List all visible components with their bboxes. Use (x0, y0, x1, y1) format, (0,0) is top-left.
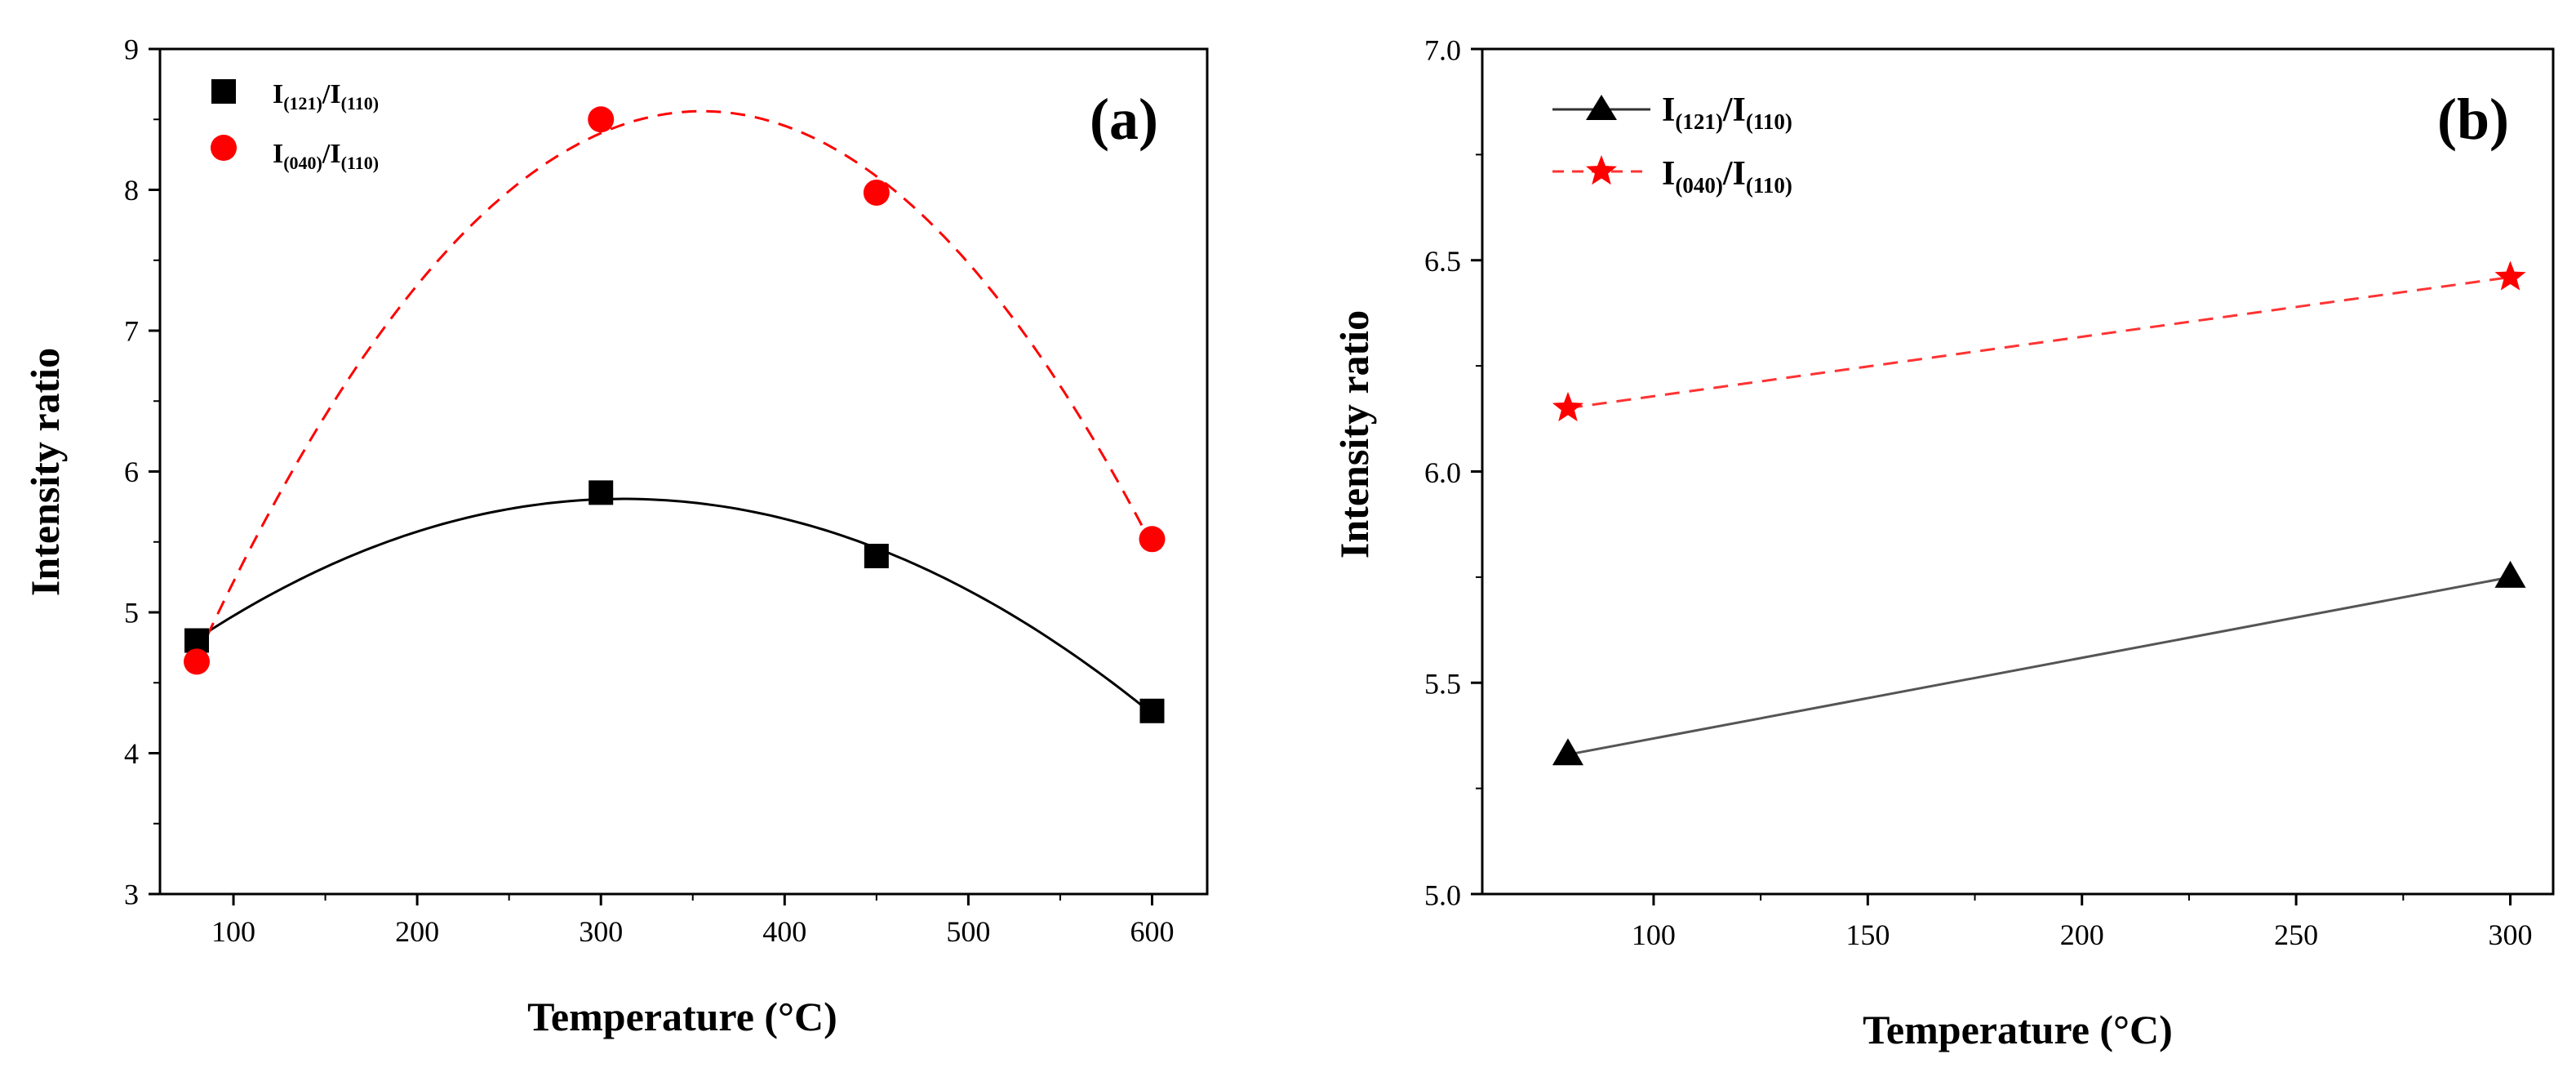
y-tick-label-a-5: 8 (124, 174, 139, 207)
y-tick-label-a-2: 5 (124, 597, 139, 629)
y-tick-label-a-6: 9 (124, 33, 139, 66)
plot-frame-a (158, 47, 1209, 896)
data-point-a-i-040-i-110-600 (1139, 526, 1166, 553)
panel-label-b: (b) (2437, 87, 2509, 152)
data-point-a-i-040-i-110-300 (588, 106, 615, 133)
x-tick-label-b-200: 200 (2060, 919, 2104, 951)
plot-frame-b (1481, 47, 2555, 896)
y-tick-label-a-3: 6 (124, 456, 139, 488)
fit-lines-a (195, 109, 1153, 715)
legend-label-a-040: I(040)/I(110) (273, 139, 379, 173)
y-tick-label-b-3: 6.5 (1424, 245, 1461, 278)
legend-label-b-040: I(040)/I(110) (1662, 155, 1792, 198)
series-line-a-i-040-i-110 (195, 109, 1153, 660)
legend-marker-star (1586, 155, 1617, 185)
legend-marker-circle (211, 135, 237, 161)
markers-b (1552, 260, 2526, 766)
ticks-a: 100 200 300 400 500 600 3 4 5 6 7 8 9 (124, 33, 1174, 948)
legend-b: I(121)/I(110) I(040)/I(110) (1552, 91, 1792, 198)
data-point-b-i-040-i-110-80 (1552, 391, 1583, 422)
legend-marker-triangle (1586, 95, 1617, 120)
data-point-a-i-040-i-110-450 (863, 179, 890, 206)
data-point-b-i-040-i-110-300 (2494, 260, 2526, 291)
series-line-b-i-121-i-110 (1567, 576, 2511, 756)
y-tick-label-a-1: 4 (124, 737, 139, 770)
x-tick-label-a-400: 400 (762, 915, 806, 948)
markers-a (184, 106, 1166, 723)
y-axis-title-b: Intensity ratio (1331, 310, 1377, 558)
x-tick-label-b-150: 150 (1845, 919, 1890, 951)
x-tick-label-a-100: 100 (211, 915, 255, 948)
series-line-b-i-040-i-110 (1567, 276, 2511, 410)
y-axis-title-a: Intensity ratio (22, 348, 68, 596)
lines-b (1567, 276, 2511, 756)
y-tick-label-b-4: 7.0 (1424, 33, 1461, 66)
panel-a: 100 200 300 400 500 600 3 4 5 6 7 8 9 (a) Temperatur… (22, 33, 1209, 1039)
x-axis-title-a: Temperature (°C) (527, 994, 837, 1039)
legend-label-a-121: I(121)/I(110) (273, 79, 379, 113)
x-tick-label-a-600: 600 (1130, 915, 1174, 948)
y-tick-label-a-0: 3 (124, 879, 139, 911)
legend-marker-square (211, 79, 236, 104)
panel-label-a: (a) (1090, 87, 1158, 152)
ticks-b: 100 150 200 250 300 5.0 5.5 6.0 6.5 7.0 (1424, 33, 2533, 951)
data-point-a-i-121-i-110-600 (1139, 698, 1165, 723)
x-tick-label-b-100: 100 (1632, 919, 1676, 951)
y-tick-label-a-4: 7 (124, 315, 139, 348)
y-tick-label-b-2: 6.0 (1424, 456, 1461, 489)
legend-a: I(121)/I(110) I(040)/I(110) (211, 79, 379, 173)
panel-b: 100 150 200 250 300 5.0 5.5 6.0 6.5 7.0 (b) Tempe… (1331, 33, 2555, 1052)
x-tick-label-a-200: 200 (395, 915, 439, 948)
data-point-a-i-040-i-110-80 (184, 648, 211, 675)
x-tick-label-b-250: 250 (2274, 919, 2318, 951)
legend-label-b-121: I(121)/I(110) (1662, 91, 1792, 134)
data-point-a-i-121-i-110-300 (588, 480, 614, 505)
y-tick-label-b-0: 5.0 (1424, 879, 1461, 911)
series-line-a-i-121-i-110 (196, 497, 1153, 715)
data-point-b-i-121-i-110-80 (1552, 738, 1583, 766)
data-point-b-i-121-i-110-300 (2494, 560, 2526, 588)
x-tick-label-b-300: 300 (2489, 919, 2533, 951)
y-tick-label-b-1: 5.5 (1424, 668, 1461, 701)
x-tick-label-a-500: 500 (946, 915, 990, 948)
data-point-a-i-121-i-110-450 (864, 544, 889, 568)
x-axis-title-b: Temperature (°C) (1863, 1007, 2173, 1052)
x-tick-label-a-300: 300 (579, 915, 623, 948)
